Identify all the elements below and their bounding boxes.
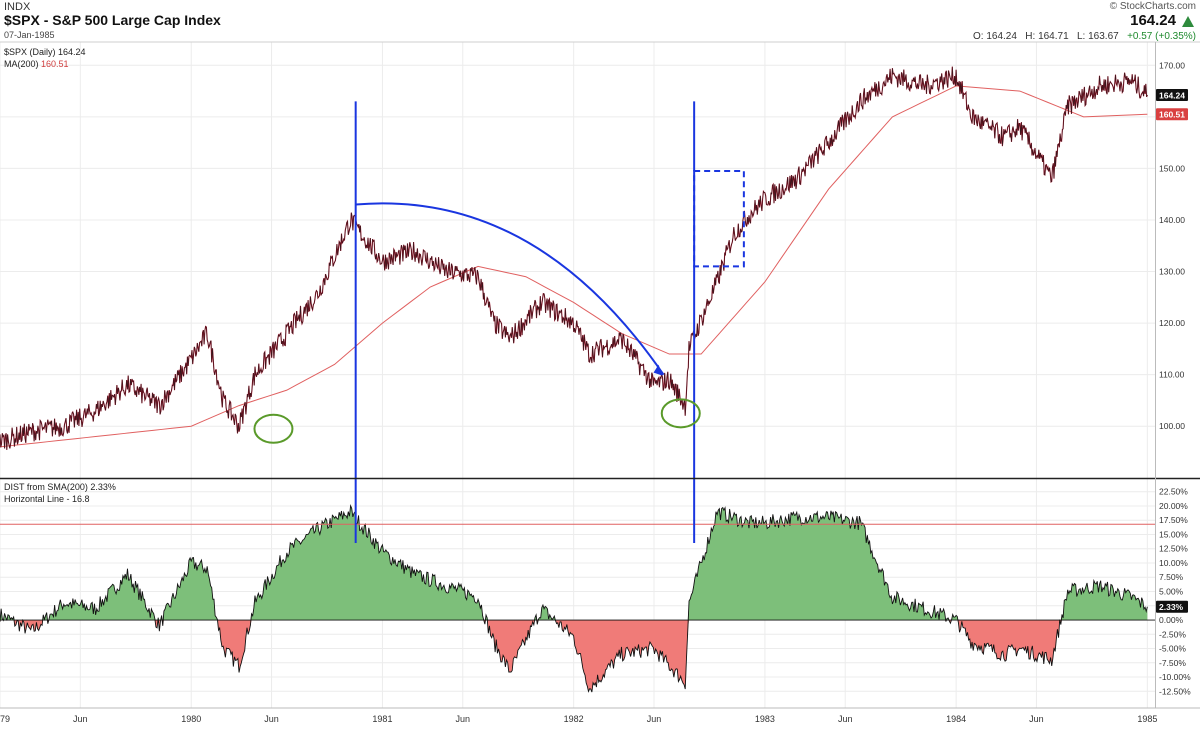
chart-title: $SPX - S&P 500 Large Cap Index (4, 12, 221, 28)
positive-area (0, 505, 1148, 621)
legend-dist: DIST from SMA(200) 2.33% (4, 482, 116, 492)
x-tick-label: 1983 (755, 714, 775, 724)
arrow-head-icon (653, 364, 663, 376)
price-tick-label: 150.00 (1159, 163, 1185, 173)
high-label: H: (1025, 31, 1036, 42)
price-line (0, 66, 1148, 450)
x-tick-label: 1979 (0, 714, 10, 724)
ma-badge-bg (1156, 108, 1188, 121)
up-arrow-icon (1182, 16, 1194, 27)
low-value: 163.67 (1088, 31, 1119, 42)
open-label: O: (973, 31, 984, 42)
x-tick-label: Jun (73, 714, 88, 724)
indicator-tick-label: 17.50% (1159, 515, 1188, 525)
indicator-tick-label: -5.00% (1159, 644, 1186, 654)
high-value: 164.71 (1038, 31, 1069, 42)
brand-label[interactable]: © StockCharts.com (1109, 1, 1196, 12)
x-tick-label: Jun (1029, 714, 1044, 724)
indicator-tick-label: 12.50% (1159, 544, 1188, 554)
dist-badge-bg (1156, 600, 1188, 613)
x-tick-label: 1985 (1137, 714, 1157, 724)
x-tick-label: Jun (647, 714, 662, 724)
price-tick-label: 130.00 (1159, 267, 1185, 277)
indicator-area (0, 504, 1155, 693)
indicator-tick-label: -12.50% (1159, 686, 1191, 696)
x-tick-label: 1980 (181, 714, 201, 724)
ma-badge: 160.51 (1159, 110, 1185, 120)
legend-ma-label: MA(200) (4, 59, 39, 69)
legend-ma-value: 160.51 (41, 59, 69, 69)
change-value: +0.57 (+0.35%) (1127, 31, 1196, 42)
price-tick-label: 120.00 (1159, 318, 1185, 328)
last-price-badge-bg (1156, 89, 1188, 102)
low-label: L: (1077, 31, 1086, 42)
indicator-tick-label: 7.50% (1159, 572, 1184, 582)
x-tick-label: 1982 (564, 714, 584, 724)
dist-badge: 2.33% (1159, 602, 1184, 612)
indicator-tick-label: -2.50% (1159, 629, 1186, 639)
x-tick-label: Jun (264, 714, 279, 724)
exchange-label: INDX (4, 1, 31, 13)
price-tick-label: 140.00 (1159, 215, 1185, 225)
indicator-tick-label: -7.50% (1159, 658, 1186, 668)
indicator-tick-label: 5.00% (1159, 587, 1184, 597)
price-tick-label: 100.00 (1159, 421, 1185, 431)
badges: 164.24 160.51 2.33% (1156, 89, 1188, 613)
price-grid (0, 64, 1155, 427)
indicator-grid (0, 491, 1155, 692)
dist-line (0, 504, 1148, 693)
price-tick-label: 110.00 (1159, 370, 1185, 380)
price-legend: $SPX (Daily) 164.24 MA(200) 160.51 (4, 46, 86, 70)
annotations (253, 101, 745, 544)
x-tick-label: 1984 (946, 714, 966, 724)
ohlc-readout: O: 164.24 H: 164.71 L: 163.67 +0.57 (+0.… (973, 31, 1196, 42)
axes: 100.00 110.00 120.00 130.00 140.00 150.00 160.… (0, 41, 1200, 724)
indicator-tick-label: 22.50% (1159, 487, 1188, 497)
indicator-tick-label: 10.00% (1159, 558, 1188, 568)
indicator-tick-label: 0.00% (1159, 615, 1184, 625)
legend-ma: MA(200) 160.51 (4, 58, 86, 70)
low-circle-right (660, 398, 701, 429)
price-tick-label: 170.00 (1159, 60, 1185, 70)
indicator-tick-label: 15.00% (1159, 529, 1188, 539)
legend-series: $SPX (Daily) 164.24 (4, 47, 86, 57)
low-circle-left (253, 413, 294, 444)
last-price: 164.24 (1130, 12, 1176, 29)
indicator-tick-label: -10.00% (1159, 672, 1191, 682)
x-tick-label: 1981 (372, 714, 392, 724)
x-tick-label: Jun (838, 714, 853, 724)
legend-hline: Horizontal Line - 16.8 (4, 494, 90, 504)
indicator-tick-label: 20.00% (1159, 501, 1188, 511)
x-tick-label: Jun (456, 714, 471, 724)
chart-date: 07-Jan-1985 (4, 30, 55, 40)
dashed-box (693, 170, 745, 268)
curved-arrow (355, 202, 665, 376)
negative-area (0, 620, 1148, 693)
price-lines (0, 66, 1148, 450)
open-value: 164.24 (986, 31, 1017, 42)
last-price-badge: 164.24 (1159, 91, 1185, 101)
indicator-legend: DIST from SMA(200) 2.33% Horizontal Line… (4, 481, 116, 505)
